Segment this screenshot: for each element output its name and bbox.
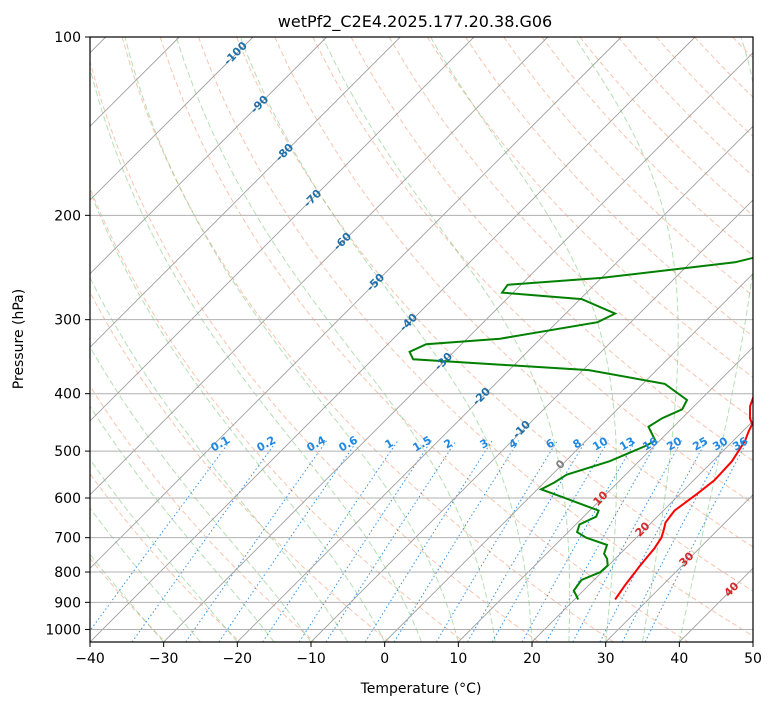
x-axis-label: Temperature (°C) [360,681,482,697]
y-axis-label: Pressure (hPa) [11,289,27,389]
x-tick-label: −10 [296,651,326,667]
isotherm-line [90,37,549,496]
dewpoint-profile-line [408,256,753,600]
isotherm-line [90,37,401,348]
dry-adiabat-line [90,291,390,642]
mixing-ratio-line [467,440,587,642]
y-tick-label: 700 [54,531,81,547]
y-tick-label: 900 [54,595,81,611]
mixing-ratio-line [325,440,457,642]
isotherm-line [531,420,753,642]
isotherm-line [90,37,475,422]
isotherm-line [457,346,753,642]
moist-adiabat-line [239,37,533,642]
mixing-ratio-line [572,440,683,642]
profile-lines [408,256,753,601]
x-tick-label: 0 [380,651,389,667]
moist-adiabat-line [90,405,275,642]
plot-frame [89,36,754,643]
chart-title: wetPf2_C2E4.2025.177.20.38.G06 [278,12,552,32]
moist-adiabat-line [90,276,349,642]
isotherm-line [384,273,753,642]
dry-adiabat-line [617,37,753,177]
isotherm-line [605,494,753,642]
moist-adiabat-line [322,37,571,642]
pressure-gridlines [90,37,753,630]
mixing-ratio-line [545,440,659,642]
mixing-ratio-line [435,440,558,642]
temperature-profile-line [614,394,753,601]
moist-adiabat-line [574,37,679,642]
x-tick-label: −40 [75,651,105,667]
moist-adiabat-line [90,458,238,642]
x-tick-label: −30 [149,651,179,667]
mixing-ratio-line [185,440,328,642]
y-tick-label: 500 [54,444,81,460]
isotherm-line [163,52,753,642]
background-lines [90,37,775,642]
y-tick-label: 800 [54,565,81,581]
dry-adiabat-line [503,37,753,297]
x-tick-label: 20 [523,651,541,667]
y-tick-label: 200 [54,208,81,224]
mixing-ratio-line [131,440,278,642]
dry-adiabat-line [350,37,753,462]
isotherm-line [90,37,622,569]
moist-adiabat-line [90,65,422,642]
y-tick-label: 400 [54,387,81,403]
y-tick-label: 100 [54,30,81,46]
mixing-ratio-line [262,440,399,642]
x-tick-label: 40 [670,651,688,667]
moist-adiabat-line [90,507,201,642]
moist-adiabat-line [90,553,165,642]
plot-background [90,37,753,642]
x-tick-label: −20 [223,651,253,667]
dry-adiabat-line [121,37,614,642]
isotherm-line [310,199,753,642]
moist-adiabat-line [90,189,386,642]
dry-adiabat-line [198,37,753,637]
isotherm-line [236,125,753,642]
moist-adiabat-line [124,37,459,642]
isotherm-line [90,37,328,275]
y-axis-ticks: 100 200 300 400 500 600 700 800 900 1000 [45,30,90,638]
dry-adiabat-line [90,472,241,642]
y-tick-label: 1000 [45,622,81,638]
isotherm-line [752,641,753,642]
y-tick-label: 300 [54,313,81,329]
moist-adiabat-line [430,37,617,642]
dry-adiabat-line [236,37,753,592]
dry-adiabat-line [90,384,316,642]
dry-adiabat-line [90,186,465,642]
x-tick-label: 30 [597,651,615,667]
dry-adiabat-line [541,37,753,257]
moist-adiabat-line [90,345,312,642]
mixing-ratio-line [644,440,748,642]
moist-adiabat-line [175,37,496,642]
moist-adiabat-line [678,37,753,642]
x-tick-label: 50 [744,651,762,667]
dry-adiabat-line [90,59,540,642]
x-tick-label: 10 [449,651,467,667]
dry-adiabat-line [388,37,753,420]
mixing-ratio-line [521,440,637,642]
y-tick-label: 600 [54,491,81,507]
mixing-ratio-line [364,440,493,642]
dry-adiabat-line [426,37,753,378]
x-axis-ticks: −40 −30 −20 −10 0 10 20 30 40 50 [75,642,762,667]
dry-adiabat-line [771,37,775,642]
mixing-ratio-line [491,440,609,642]
mixing-ratio-line [298,440,432,642]
isotherm-line [90,37,254,201]
dry-adiabat-line [312,37,753,505]
isotherm-line [90,37,696,642]
dry-adiabat-line [274,37,753,548]
mixing-ratio-line [90,440,231,632]
